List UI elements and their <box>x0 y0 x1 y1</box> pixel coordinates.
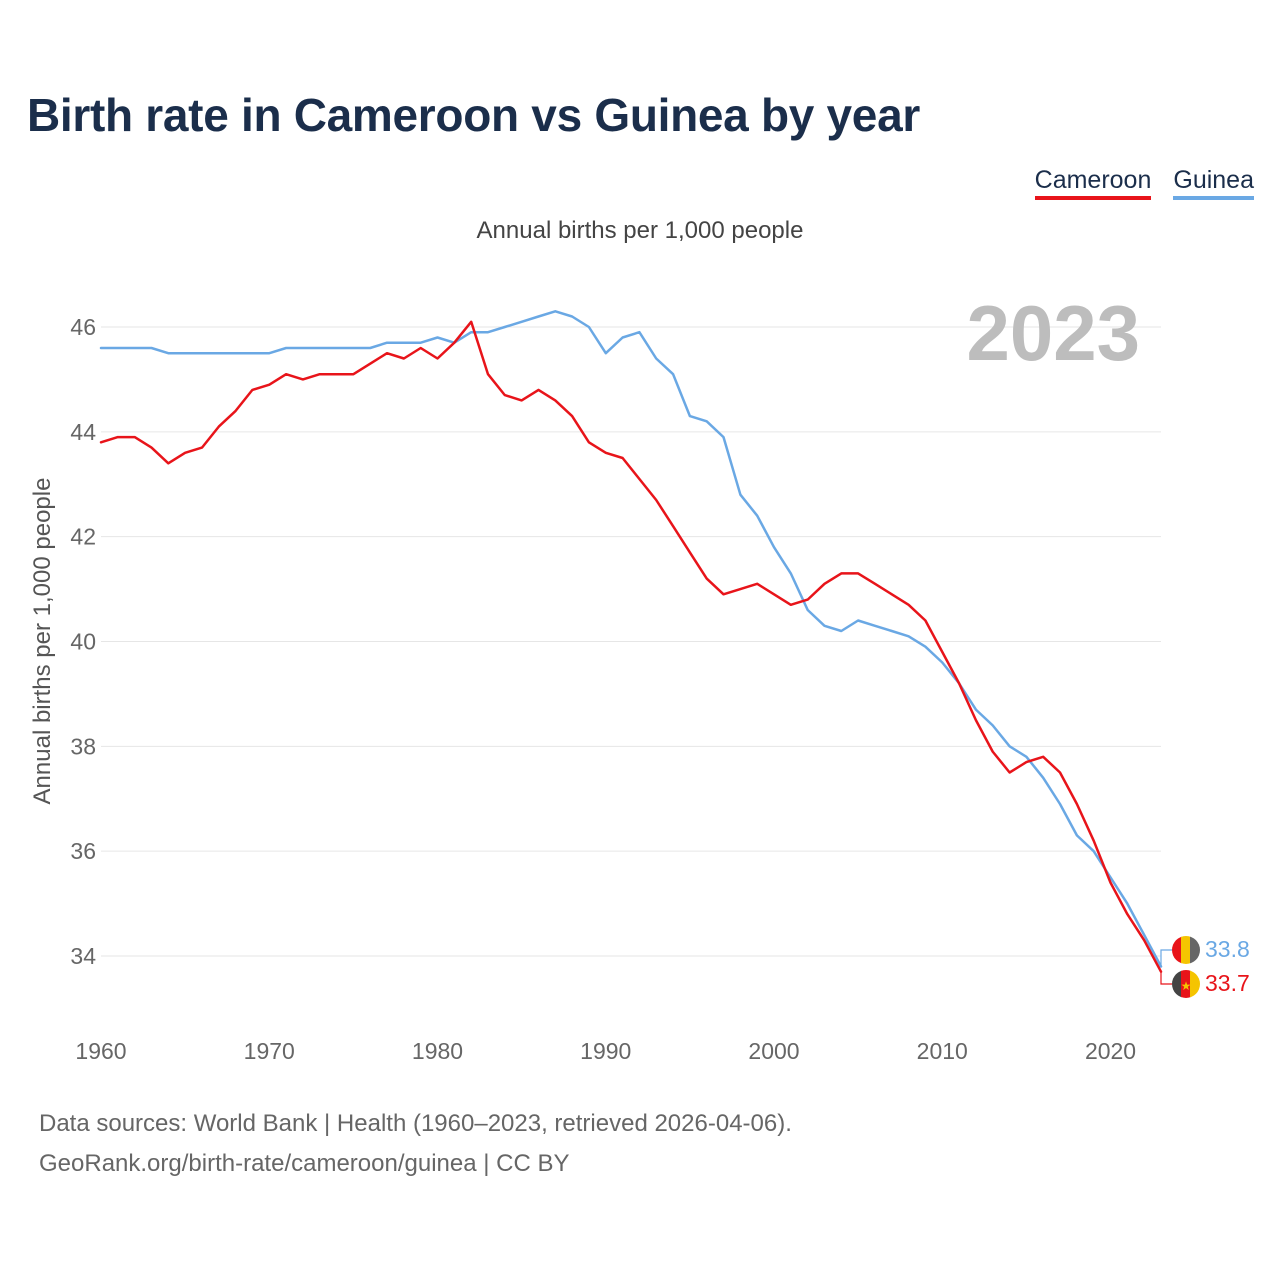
footer: Data sources: World Bank | Health (1960–… <box>39 1104 792 1184</box>
line-chart: 34 36 38 40 42 44 46 1960 1970 1980 1990 2000 2010 2… <box>29 289 1250 1064</box>
x-axis-ticks: 1960 1970 1980 1990 2000 2010 2020 <box>75 1038 1136 1064</box>
x-tick-label: 2020 <box>1085 1038 1136 1064</box>
chart-subtitle: Annual births per 1,000 people <box>476 217 804 244</box>
svg-text:★: ★ <box>1181 979 1192 993</box>
cameroon-end-value: 33.7 <box>1205 970 1250 996</box>
x-tick-label: 1990 <box>580 1038 631 1064</box>
x-tick-label: 2000 <box>748 1038 799 1064</box>
footer-sources: Data sources: World Bank | Health (1960–… <box>39 1110 792 1137</box>
y-tick-label: 42 <box>70 524 96 550</box>
y-tick-label: 40 <box>70 629 96 655</box>
y-axis-ticks: 34 36 38 40 42 44 46 <box>70 314 96 969</box>
legend-item-guinea[interactable]: Guinea <box>1173 166 1254 200</box>
legend-item-cameroon[interactable]: Cameroon <box>1034 166 1152 200</box>
chart-title: Birth rate in Cameroon vs Guinea by year <box>27 89 920 141</box>
y-tick-label: 44 <box>70 419 96 445</box>
y-tick-label: 34 <box>70 943 96 969</box>
guinea-flag-icon <box>1172 936 1200 964</box>
cameroon-flag-icon: ★ <box>1172 970 1200 998</box>
series-layer <box>99 310 1172 985</box>
series-line-guinea <box>99 310 1163 968</box>
y-tick-label: 38 <box>70 733 96 759</box>
y-axis-title: Annual births per 1,000 people <box>29 478 56 805</box>
guinea-end-leader <box>1160 949 1172 967</box>
series-line-cameroon <box>99 320 1163 973</box>
year-watermark: 2023 <box>966 289 1140 377</box>
cameroon-end-leader <box>1160 971 1172 985</box>
x-tick-label: 1960 <box>75 1038 126 1064</box>
footer-attribution[interactable]: GeoRank.org/birth-rate/cameroon/guinea |… <box>39 1150 570 1177</box>
y-tick-label: 46 <box>70 314 96 340</box>
y-tick-label: 36 <box>70 838 96 864</box>
x-tick-label: 2010 <box>917 1038 968 1064</box>
x-tick-label: 1970 <box>244 1038 295 1064</box>
guinea-end-value: 33.8 <box>1205 936 1250 962</box>
x-tick-label: 1980 <box>412 1038 463 1064</box>
legend: Cameroon Guinea <box>1034 166 1254 200</box>
end-markers: ★ 33.8 33.7 <box>1172 936 1250 998</box>
grid-lines <box>101 326 1161 957</box>
